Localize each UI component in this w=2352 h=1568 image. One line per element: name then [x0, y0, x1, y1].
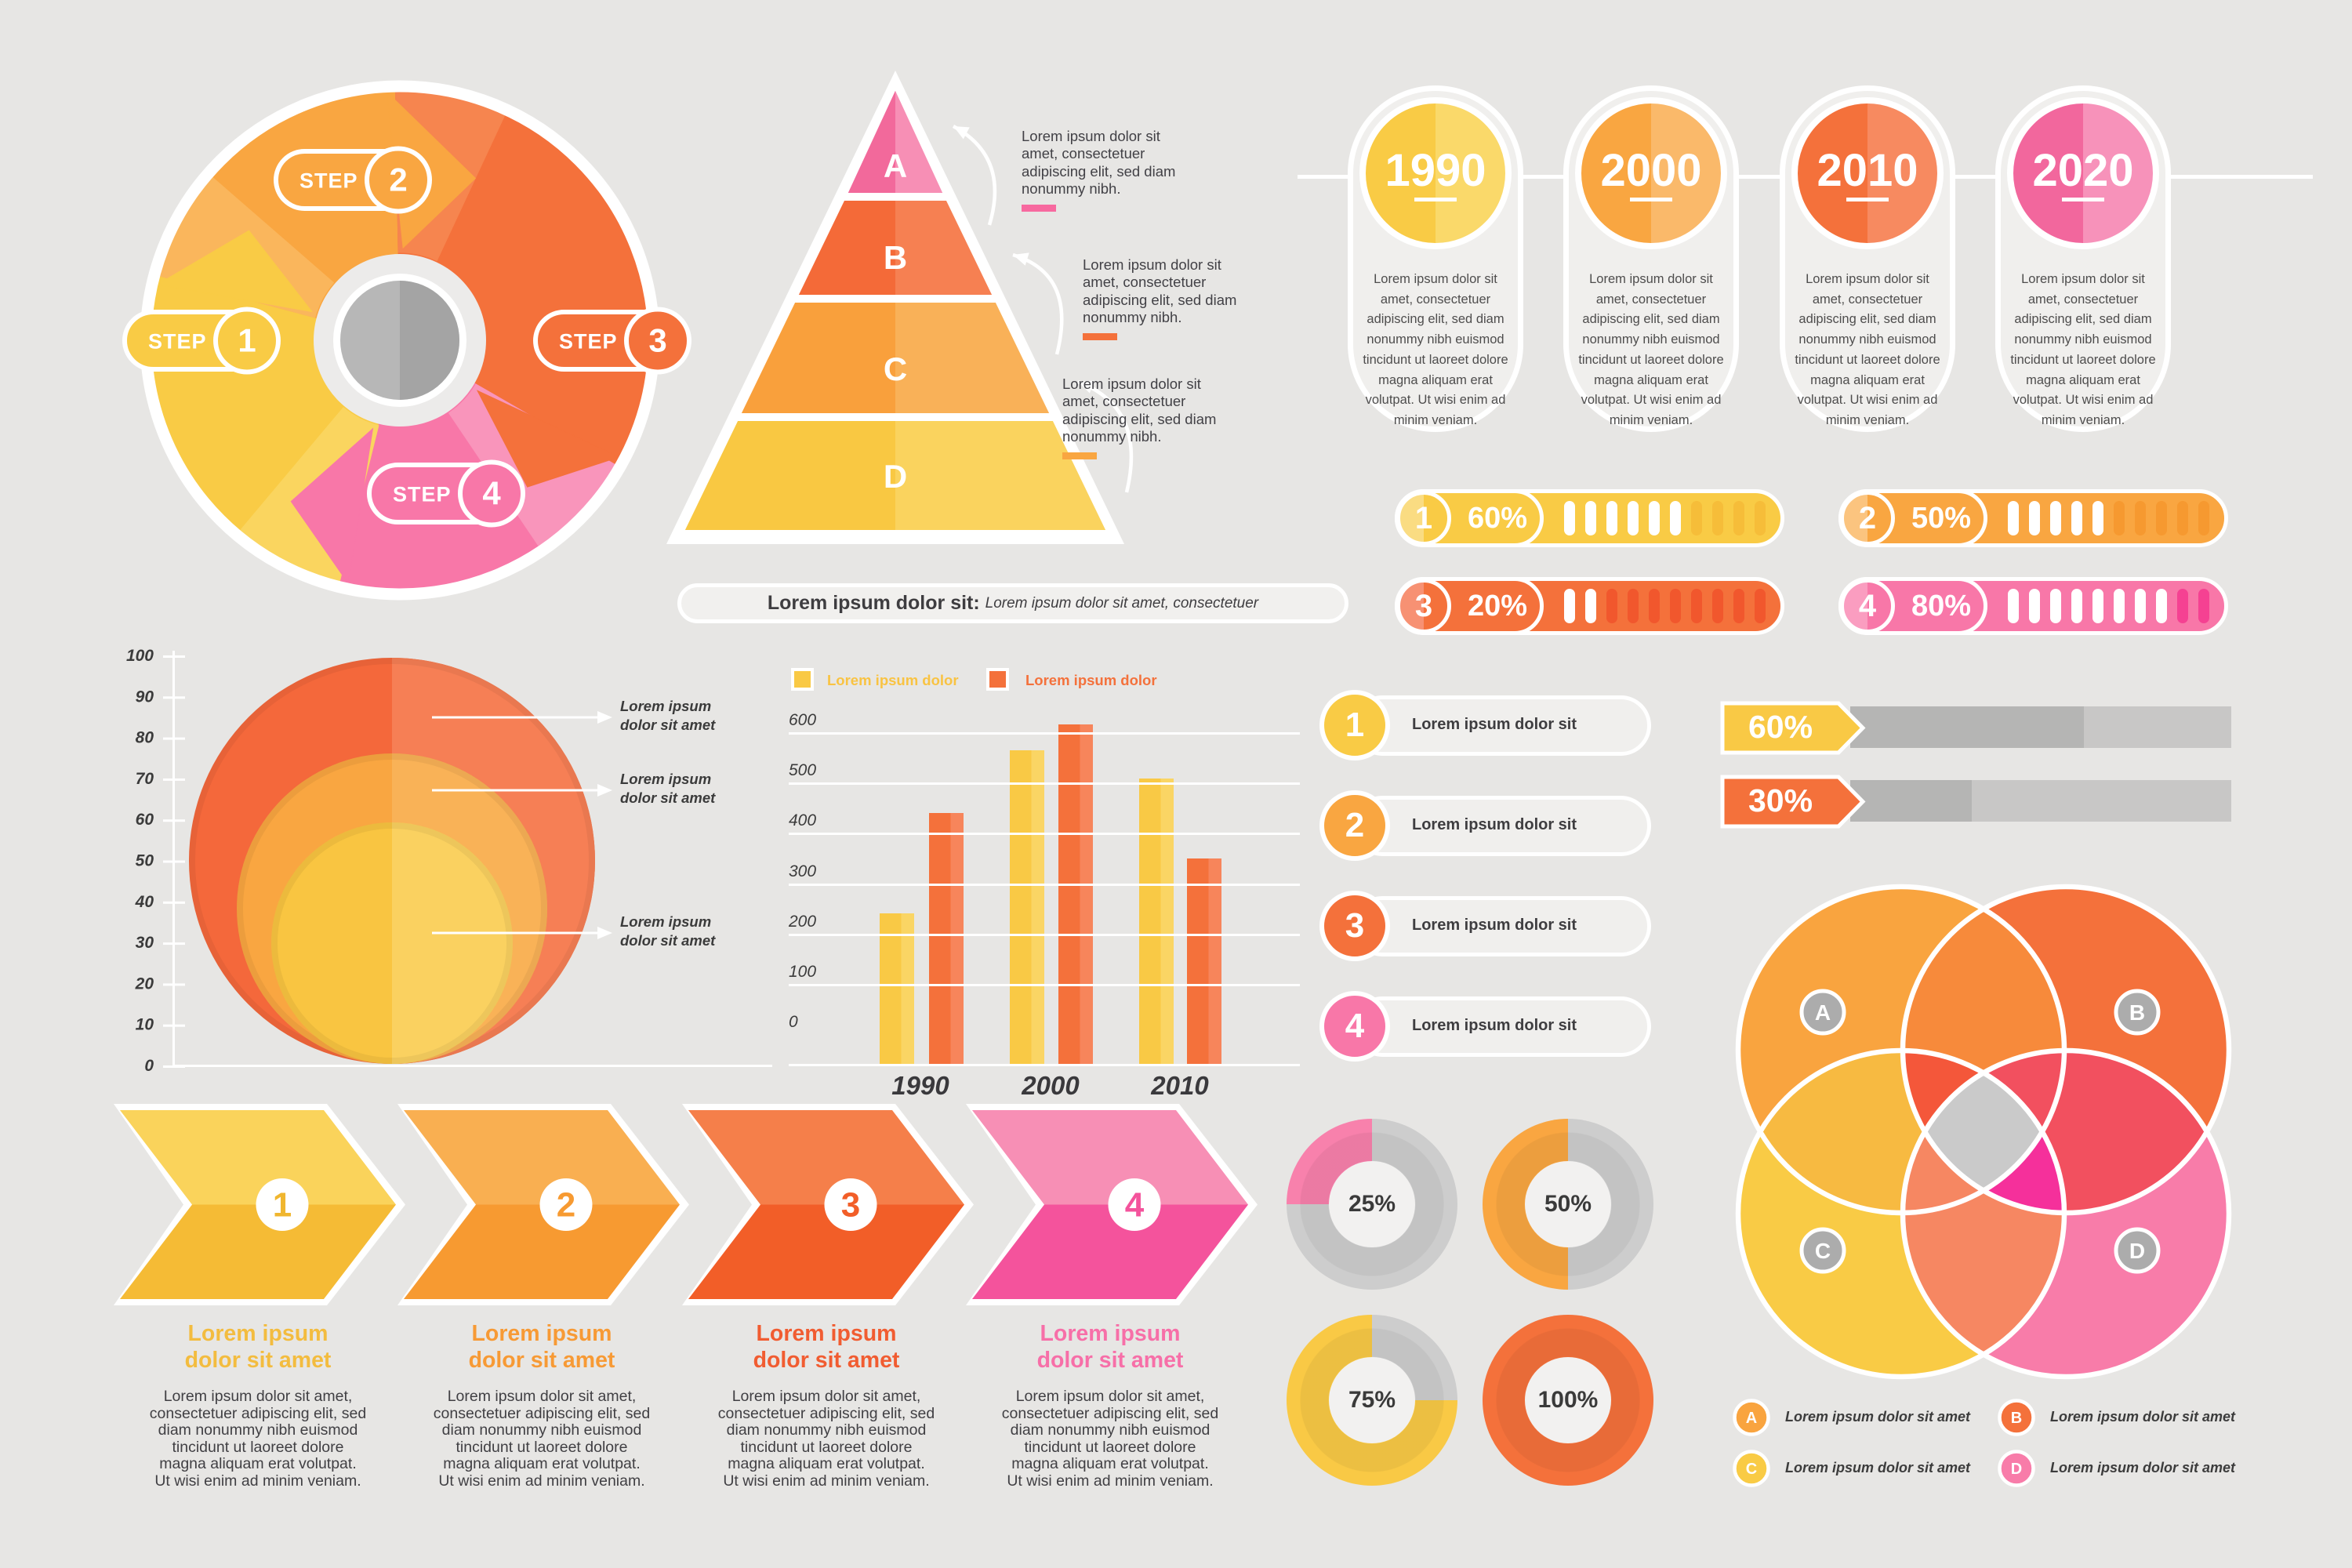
svg-text:4: 4: [482, 475, 501, 512]
svg-text:80: 80: [136, 729, 154, 747]
svg-text:10: 10: [136, 1016, 154, 1034]
svg-text:B: B: [884, 239, 907, 276]
svg-text:4: 4: [1125, 1186, 1145, 1225]
svg-text:2: 2: [557, 1186, 575, 1225]
svg-text:STEP: STEP: [393, 483, 452, 506]
svg-text:90: 90: [136, 688, 154, 706]
svg-text:60%: 60%: [1748, 709, 1813, 745]
svg-text:20: 20: [135, 975, 154, 993]
svg-text:60: 60: [136, 811, 154, 829]
svg-text:A: A: [1746, 1410, 1757, 1427]
svg-text:STEP: STEP: [559, 330, 618, 354]
svg-text:40: 40: [135, 893, 154, 911]
svg-text:D: D: [2129, 1239, 2145, 1263]
svg-text:3: 3: [648, 322, 666, 359]
svg-text:STEP: STEP: [148, 330, 207, 354]
svg-text:C: C: [1815, 1239, 1831, 1263]
svg-text:50: 50: [136, 852, 154, 870]
svg-text:3: 3: [841, 1186, 860, 1225]
svg-text:70: 70: [136, 770, 154, 788]
svg-text:C: C: [1746, 1461, 1757, 1478]
svg-text:STEP: STEP: [299, 169, 358, 193]
svg-text:1: 1: [238, 322, 256, 359]
svg-text:30: 30: [136, 934, 154, 952]
svg-text:0: 0: [144, 1057, 154, 1075]
svg-text:D: D: [2011, 1461, 2022, 1478]
svg-text:A: A: [1815, 1000, 1831, 1025]
svg-text:C: C: [884, 350, 907, 387]
svg-text:100: 100: [126, 647, 154, 665]
svg-text:2: 2: [389, 162, 407, 198]
svg-text:30%: 30%: [1748, 782, 1813, 818]
svg-text:1: 1: [273, 1186, 292, 1225]
svg-text:B: B: [2129, 1000, 2145, 1025]
svg-text:A: A: [884, 147, 907, 184]
svg-text:B: B: [2011, 1410, 2022, 1427]
svg-text:D: D: [884, 458, 907, 495]
